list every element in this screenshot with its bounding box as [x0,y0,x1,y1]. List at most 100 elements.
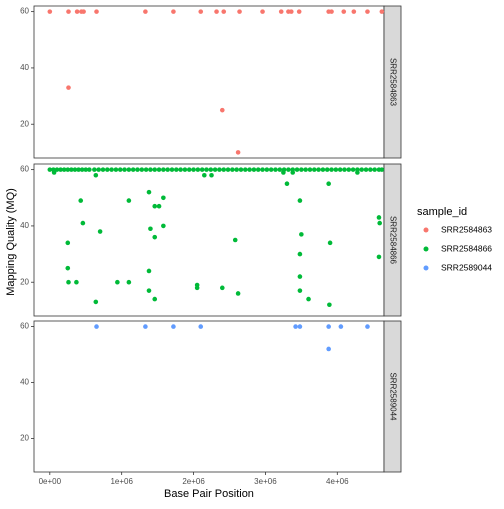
data-point [208,167,214,172]
data-point [66,279,71,285]
data-point [286,167,291,172]
y-tick-label: 40 [20,378,29,387]
y-tick-label: 60 [20,322,29,331]
facet-panel-1: SRR2584863 20 40 60 [20,5,402,159]
x-tick-label: 2e+06 [182,477,205,486]
data-point [80,220,86,226]
data-point [198,324,204,329]
data-point [83,167,89,172]
data-point [93,299,99,305]
data-point [146,288,152,293]
data-point [255,167,261,172]
data-point [350,167,356,172]
data-point [156,167,162,172]
data-point [194,285,200,291]
data-point [235,150,241,155]
data-point [161,195,166,201]
data-point [230,167,235,172]
data-point [232,237,238,243]
data-point [297,274,303,279]
data-point [105,167,110,172]
data-point [359,167,365,172]
data-point [214,9,219,14]
data-point [173,167,179,172]
x-tick-label: 1e+06 [110,477,133,486]
legend-key [423,227,429,233]
data-point [296,9,302,14]
data-point [79,167,85,172]
data-point [327,302,332,308]
legend-label: SRR2589044 [441,262,492,272]
data-point [221,167,227,172]
data-point [135,167,140,172]
data-point [346,167,352,172]
data-point [74,9,80,14]
data-point [94,324,99,329]
data-point [242,167,248,172]
data-point [368,167,373,172]
data-point [171,9,176,14]
data-point [130,167,136,172]
data-point [171,324,176,329]
data-point [146,268,152,274]
data-point [161,167,166,172]
data-point [376,254,382,260]
y-tick-label: 60 [20,165,29,174]
data-point [333,167,339,172]
data-point [225,167,231,172]
data-point [87,167,92,172]
data-point [307,167,313,172]
data-point [76,167,81,172]
data-point [363,167,369,172]
legend: SRR2584863 SRR2584866 SRR2589044 [423,224,492,272]
data-point [278,9,284,14]
data-point [342,167,347,172]
data-point [294,167,300,172]
data-point [58,167,63,172]
data-point [316,167,321,172]
data-point [152,296,158,302]
data-point [235,291,241,296]
data-point [54,167,60,172]
data-point [326,346,331,352]
data-point [329,167,334,172]
data-point [351,9,357,14]
data-point [219,285,225,291]
data-point [66,9,71,14]
data-point [281,170,286,175]
data-point [122,167,127,172]
data-point [212,167,218,172]
data-point [109,167,114,172]
data-point [299,232,304,237]
data-point [156,203,162,209]
data-point [251,167,257,172]
data-point [379,9,385,14]
y-tick-label: 20 [20,277,29,286]
data-point [97,229,103,234]
data-point [260,9,265,14]
data-point [94,9,99,14]
data-point [47,167,53,172]
data-point [143,167,149,172]
data-point [311,167,317,172]
data-point [61,167,67,172]
data-point [100,167,106,172]
data-point [191,167,196,172]
data-point [284,181,290,187]
y-tick-label: 60 [20,7,29,16]
data-point [277,167,283,172]
data-point [148,226,153,232]
data-point [126,279,132,285]
data-point [204,167,209,172]
data-point [324,167,330,172]
facet-strip [383,320,402,473]
data-point [264,167,270,172]
facet-panel-2: SRR2584866 20 40 60 [20,163,402,317]
data-point [143,324,148,329]
data-point [376,215,382,220]
data-point [195,167,201,172]
data-point [146,189,152,195]
data-point [96,167,101,172]
data-point [81,9,86,14]
y-tick-label: 20 [20,119,29,128]
